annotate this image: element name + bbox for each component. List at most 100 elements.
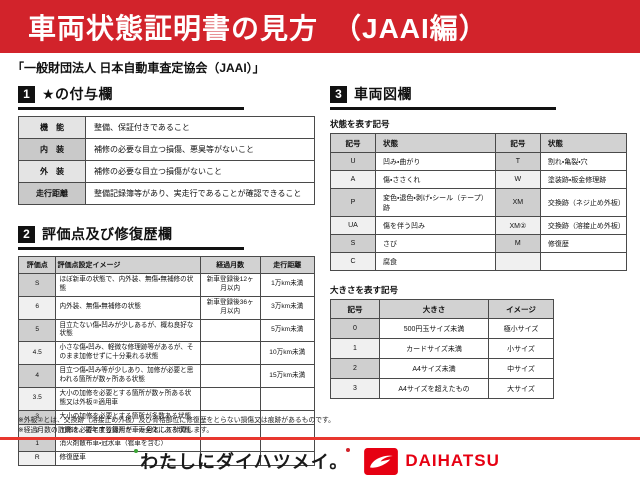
state-symbols-header-row: 記号 状態 記号 状態	[330, 133, 628, 153]
state-symbol-row: P 変色・退色・剥げ・シール（テープ）跡 XM 交換跡（ネジ止め外板）	[330, 188, 628, 217]
evaluation-score: 3.5	[17, 386, 57, 411]
size-symbol-row: 2 A4サイズ未満 中サイズ	[330, 358, 554, 379]
evaluation-row: 3 大小の加修を必要とする箇所が多数ある状態	[17, 409, 316, 425]
evaluation-months: 新車登録後12ヶ月以内	[199, 273, 261, 297]
col-header-symbol-2: 記号	[494, 133, 541, 153]
criteria-label: 内 装	[18, 138, 86, 161]
size-image-cell: 極小サイズ	[488, 318, 554, 339]
state-symbol-row: UA 傷を伴う凹み XM② 交換跡（溶接止め外板）	[330, 216, 628, 235]
state-cell: 交換跡（ネジ止め外板）	[539, 188, 628, 217]
criteria-desc: 整備記録簿等があり、実走行であることが確認できること	[85, 182, 315, 205]
evaluation-distance: 15万km未満	[259, 364, 316, 388]
evaluation-distance: 5万km未満	[259, 318, 316, 343]
criteria-desc: 補修の必要な目立つ損傷、悪臭等がないこと	[85, 138, 315, 161]
red-divider	[0, 437, 640, 440]
state-cell: 傷を伴う凹み	[375, 216, 496, 235]
evaluation-distance: 1万km未満	[259, 273, 316, 297]
state-cell: 修復歴	[539, 234, 628, 253]
evaluation-months	[199, 423, 261, 439]
size-desc-cell: カードサイズ未満	[379, 338, 489, 359]
state-symbols-table: 記号 状態 記号 状態 U 凹み・曲がり T 割れ・亀裂・穴	[330, 133, 628, 271]
evaluation-desc: 内外装、無傷・無補修の状態	[55, 295, 201, 320]
state-cell: 交換跡（溶接止め外板）	[539, 216, 628, 235]
page-title: 車両状態証明書の見方 （JAAI編）	[28, 12, 488, 44]
symbol-cell: U	[330, 152, 376, 171]
size-symbol-cell: 2	[330, 358, 380, 379]
daihatsu-slogan: わたしにダイハツメイ。	[134, 448, 351, 474]
size-symbol-cell: 0	[330, 318, 380, 339]
section1-header: 1 ★の付与欄	[18, 84, 244, 110]
evaluation-desc: 加修を必要とする箇所が車両全体にある状態	[55, 423, 201, 439]
star-criteria-row: 走行距離 整備記録簿等があり、実走行であることが確認できること	[18, 182, 315, 205]
state-symbols-caption: 状態を表す記号	[330, 119, 390, 129]
section2-header: 2 評価点及び修復歴欄	[18, 224, 244, 250]
evaluation-score: S	[17, 273, 57, 297]
state-symbol-row: U 凹み・曲がり T 割れ・亀裂・穴	[330, 152, 628, 171]
right-column: 3 車両図欄 状態を表す記号 記号 状態 記号 状態 U 凹み・曲がり	[330, 84, 628, 399]
section3-header: 3 車両図欄	[330, 84, 556, 110]
evaluation-row: 5 目立たない傷・凹みが少しあるが、概ね良好な状態 5万km未満	[17, 318, 316, 343]
state-cell	[539, 252, 628, 271]
evaluation-desc: ほぼ新車の状態で、内外装、無傷・無補修の状態	[55, 273, 201, 297]
symbol-cell: XM	[494, 188, 541, 217]
footnote-1: ※外板②とは、交換跡（溶接止め外板）及び骨格部位に修復歴をとらない損傷又は痕跡が…	[18, 417, 335, 424]
evaluation-desc: 修復歴車	[55, 451, 201, 467]
evaluation-distance: 10万km未満	[259, 341, 316, 366]
evaluation-distance	[259, 451, 316, 467]
size-image-cell: 中サイズ	[488, 358, 554, 379]
size-symbols-table: 記号 大きさ イメージ 0 500円玉サイズ未満 極小サイズ 1 カードサイズ	[330, 299, 554, 399]
footnote-2: ※経過月数の計算は、初年度登録月を一ヶ月として計算します。	[18, 427, 214, 435]
criteria-label: 機 能	[18, 116, 86, 139]
star-criteria-row: 機 能 整備、保証付きであること	[18, 116, 315, 139]
evaluation-row: 4.5 小さな傷・凹み、軽微な修理跡等があるが、そのまま加修せずに十分乗れる状態…	[17, 341, 316, 366]
state-cell: 凹み・曲がり	[375, 152, 496, 171]
evaluation-months: 新車登録後36ヶ月以内	[199, 295, 261, 320]
size-image-cell: 大サイズ	[488, 378, 554, 399]
symbol-cell: S	[330, 234, 376, 253]
brand-lockup: DAIHATSU	[364, 447, 500, 475]
state-cell: さび	[375, 234, 496, 253]
evaluation-table: 評価点 評価点設定イメージ 経過月数 走行距離 S ほぼ新車の状態で、内外装、無…	[17, 256, 316, 467]
size-symbol-cell: 3	[330, 378, 380, 399]
size-symbol-row: 1 カードサイズ未満 小サイズ	[330, 338, 554, 359]
section3-title: 車両図欄	[354, 86, 412, 102]
symbol-cell: M	[494, 234, 541, 253]
section1-number-badge: 1	[18, 85, 35, 103]
evaluation-desc: 大小の加修を必要とする箇所が数ヶ所ある状態又は外板②適用車	[55, 386, 201, 411]
evaluation-desc: 大小の加修を必要とする箇所が多数ある状態	[55, 409, 201, 425]
col-header-symbol-1: 記号	[330, 133, 376, 153]
symbol-cell: XM②	[494, 216, 541, 235]
evaluation-months	[199, 386, 261, 411]
state-cell: 傷・ささくれ	[375, 170, 496, 189]
state-cell: 腐食	[375, 252, 496, 271]
state-cell: 割れ・亀裂・穴	[539, 152, 628, 171]
criteria-desc: 整備、保証付きであること	[85, 116, 315, 139]
evaluation-distance: 3万km未満	[259, 295, 316, 320]
size-symbols-header-row: 記号 大きさ イメージ	[330, 299, 554, 319]
evaluation-header-row: 評価点 評価点設定イメージ 経過月数 走行距離	[17, 256, 316, 274]
page-header: 車両状態証明書の見方 （JAAI編）	[0, 0, 640, 53]
size-image-cell: 小サイズ	[488, 338, 554, 359]
symbol-cell: W	[494, 170, 541, 189]
daihatsu-logo-icon	[364, 447, 399, 475]
evaluation-row: 1 消火剤散布車・冠水車（雹車を含む）	[17, 437, 316, 453]
size-desc-cell: A4サイズを超えたもの	[379, 378, 489, 399]
evaluation-desc: 目立たない傷・凹みが少しあるが、概ね良好な状態	[55, 318, 201, 343]
evaluation-row: 2 加修を必要とする箇所が車両全体にある状態	[17, 423, 316, 439]
evaluation-distance	[259, 423, 316, 439]
evaluation-distance	[259, 409, 316, 425]
evaluation-score: 1	[17, 437, 57, 453]
evaluation-months	[199, 318, 261, 343]
left-column: 1 ★の付与欄 機 能 整備、保証付きであること 内 装 補修の必要な目立つ損傷…	[17, 84, 316, 467]
star-criteria-row: 内 装 補修の必要な目立つ損傷、悪臭等がないこと	[18, 138, 315, 161]
col-header-state-2: 状態	[539, 133, 628, 153]
evaluation-row: 3.5 大小の加修を必要とする箇所が数ヶ所ある状態又は外板②適用車	[17, 386, 316, 411]
col-header-size: 大きさ	[379, 299, 489, 319]
evaluation-months	[199, 341, 261, 366]
star-criteria-row: 外 装 補修の必要な目立つ損傷がないこと	[18, 160, 315, 183]
evaluation-row: 6 内外装、無傷・無補修の状態 新車登録後36ヶ月以内 3万km未満	[17, 295, 316, 320]
criteria-label: 走行距離	[18, 182, 86, 205]
size-symbols-caption: 大きさを表す記号	[330, 285, 399, 295]
col-header-size-image: イメージ	[488, 299, 554, 319]
